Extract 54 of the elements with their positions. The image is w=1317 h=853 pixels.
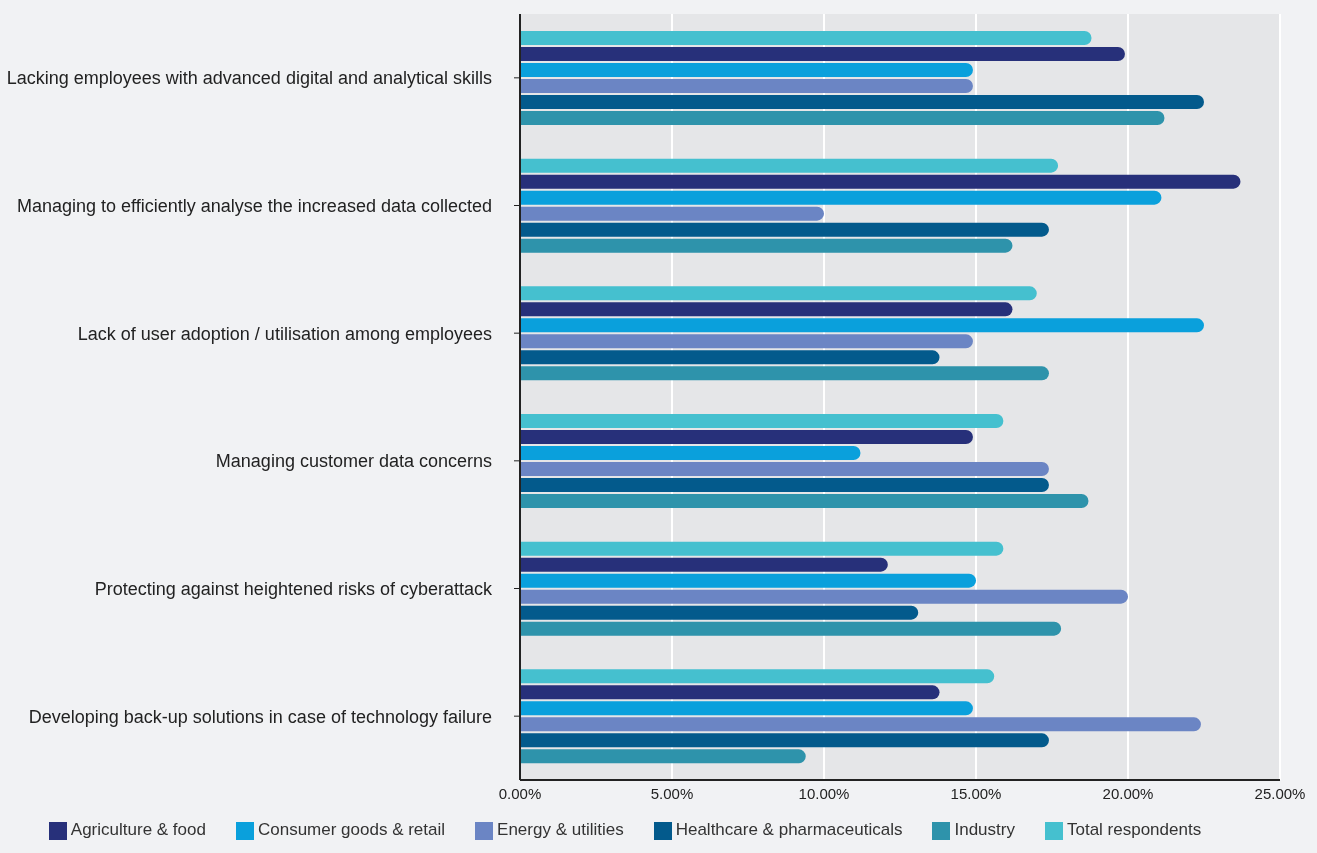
bar: [520, 462, 1049, 476]
bar: [520, 95, 1204, 109]
x-tick-label: 10.00%: [798, 784, 850, 802]
bar: [520, 589, 1128, 604]
bar: [520, 79, 973, 93]
bar: [520, 206, 824, 221]
bar: [520, 557, 888, 572]
y-tick-label: Protecting against heightened risks of cyberattack: [94, 578, 493, 599]
bar: [520, 621, 1062, 636]
bar: [520, 446, 861, 460]
legend-label: Agriculture & food: [70, 820, 206, 839]
bar: [520, 111, 1165, 125]
bar: [520, 286, 1037, 301]
bar: [520, 669, 995, 684]
x-tick-label: 25.00%: [1254, 784, 1306, 802]
bar: [520, 605, 919, 620]
bar: [520, 573, 976, 588]
bar: [520, 366, 1049, 381]
bar: [520, 238, 1013, 253]
y-tick-label: Lacking employees with advanced digital and analytical skills: [6, 68, 492, 89]
legend-label: Energy & utilities: [497, 820, 624, 839]
x-tick-label: 0.00%: [498, 784, 542, 802]
y-tick-label: Lack of user adoption / utilisation among employees: [77, 323, 492, 344]
bar: [520, 430, 973, 444]
y-tick-label: Developing back-up solutions in case of technology failure: [28, 706, 492, 727]
bar: [520, 494, 1089, 508]
bar: [520, 318, 1204, 333]
legend-label: Consumer goods & retail: [257, 820, 446, 839]
bar: [520, 685, 940, 700]
bar: [520, 31, 1092, 45]
x-tick-label: 15.00%: [950, 784, 1002, 802]
x-tick-label: 20.00%: [1102, 784, 1154, 802]
bar: [520, 47, 1125, 61]
bar: [520, 749, 806, 764]
x-tick-label: 5.00%: [650, 784, 694, 802]
bar: [520, 334, 973, 349]
y-tick-label: Managing customer data concerns: [215, 451, 492, 472]
legend-label: Total respondents: [1066, 820, 1202, 839]
bar: [520, 478, 1049, 492]
bar: [520, 717, 1201, 732]
bar: [520, 350, 940, 365]
bar: [520, 701, 973, 716]
legend-label: Industry: [954, 820, 1015, 839]
bar: [520, 222, 1049, 237]
bar: [520, 414, 1004, 428]
bar: [520, 174, 1241, 189]
bar: [520, 63, 973, 77]
bar: [520, 733, 1049, 748]
bar: [520, 302, 1013, 317]
legend-label: Healthcare & pharmaceuticals: [675, 820, 903, 839]
bar: [520, 158, 1059, 173]
bar: [520, 541, 1004, 556]
bar: [520, 190, 1162, 205]
y-tick-label: Managing to efficiently analyse the increased data collected: [17, 195, 492, 216]
